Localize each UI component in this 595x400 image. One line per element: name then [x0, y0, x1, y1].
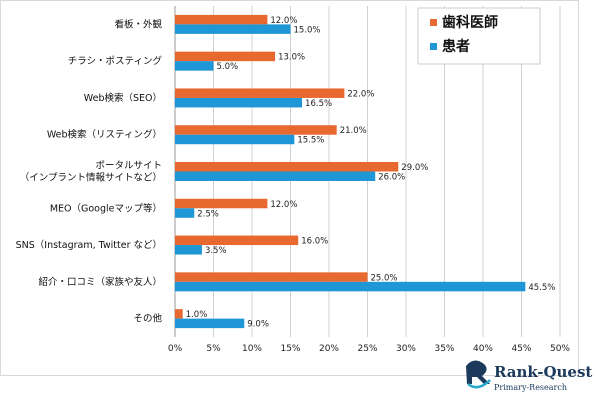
x-tick-label: 30% — [396, 344, 416, 354]
category-label: その他 — [133, 313, 162, 325]
logo-swoosh-icon — [467, 379, 491, 389]
value-label: 3.5% — [205, 246, 227, 256]
bar-dentist — [175, 198, 268, 209]
category-label: Web検索（リスティング） — [47, 129, 162, 141]
legend-label: 歯科医師 — [442, 14, 498, 31]
x-tick-label: 25% — [357, 344, 377, 354]
category-label: チラシ・ポスティング — [68, 55, 163, 67]
bar-patient — [175, 318, 245, 329]
bar-patient — [175, 97, 303, 108]
bar-dentist — [175, 14, 268, 25]
bar-patient — [175, 281, 526, 292]
bar-patient — [175, 24, 291, 34]
bar-patient — [175, 61, 214, 71]
x-tick-label: 40% — [473, 344, 493, 354]
x-tick-label: 50% — [550, 344, 570, 354]
value-labels: 12.0%15.0%13.0%5.0%22.0%16.5%21.0%15.5%2… — [186, 16, 556, 330]
bar-patient — [175, 208, 195, 218]
bar-patient — [175, 245, 202, 255]
value-label: 16.0% — [301, 237, 328, 247]
legend-box — [417, 7, 541, 65]
value-label: 22.0% — [347, 89, 374, 99]
x-tick-label: 0% — [168, 344, 183, 354]
value-label: 12.0% — [270, 16, 297, 26]
logo-name: Rank-Quest — [494, 363, 592, 381]
x-axis-ticks: 0% 5% 10% 15% 20% 25% 30% 35% 40% 45% 50% — [168, 344, 571, 354]
value-label: 15.0% — [294, 25, 321, 35]
legend-label: 患者 — [442, 38, 470, 55]
category-label: Web検索（SEO） — [84, 92, 162, 104]
bars — [175, 14, 526, 329]
x-tick-label: 20% — [319, 344, 339, 354]
legend-swatch — [430, 19, 437, 26]
x-tick-label: 10% — [242, 344, 262, 354]
bar-patient — [175, 134, 295, 145]
category-label: 看板・外観 — [114, 18, 162, 30]
value-label: 45.5% — [528, 283, 555, 293]
value-label: 9.0% — [247, 320, 269, 330]
category-label: 紹介・口コミ（家族や友人） — [38, 276, 162, 288]
x-tick-label: 5% — [206, 344, 221, 354]
value-label: 12.0% — [270, 200, 297, 210]
bar-dentist — [175, 235, 299, 246]
bar-patient — [175, 171, 376, 181]
value-label: 13.0% — [278, 53, 305, 63]
value-label: 15.5% — [297, 136, 324, 146]
value-label: 16.5% — [305, 99, 332, 109]
value-label: 2.5% — [197, 209, 219, 219]
bar-dentist — [175, 51, 276, 62]
value-label: 29.0% — [401, 163, 428, 173]
value-label: 25.0% — [371, 273, 398, 283]
bar-dentist — [175, 309, 183, 319]
rank-quest-logo: Rank-Quest Primary-Research — [466, 360, 592, 392]
bar-dentist — [175, 162, 399, 172]
category-label: SNS（Instagram, Twitter など） — [16, 239, 162, 251]
value-label: 21.0% — [340, 126, 367, 136]
bar-dentist — [175, 125, 337, 135]
value-label: 26.0% — [378, 173, 405, 183]
x-tick-label: 45% — [511, 344, 531, 354]
logo-icon — [466, 360, 490, 384]
value-label: 1.0% — [186, 310, 208, 320]
legend-swatch — [430, 43, 437, 50]
x-tick-label: 35% — [434, 344, 454, 354]
logo-tagline: Primary-Research — [494, 383, 567, 392]
x-tick-label: 15% — [280, 344, 300, 354]
bar-dentist — [175, 88, 345, 98]
category-label: ポータルサイト（インプラント情報サイトなど） — [20, 161, 162, 184]
category-label: MEO（Googleマップ等） — [50, 202, 162, 214]
value-label: 5.0% — [217, 62, 239, 72]
bar-dentist — [175, 272, 368, 282]
